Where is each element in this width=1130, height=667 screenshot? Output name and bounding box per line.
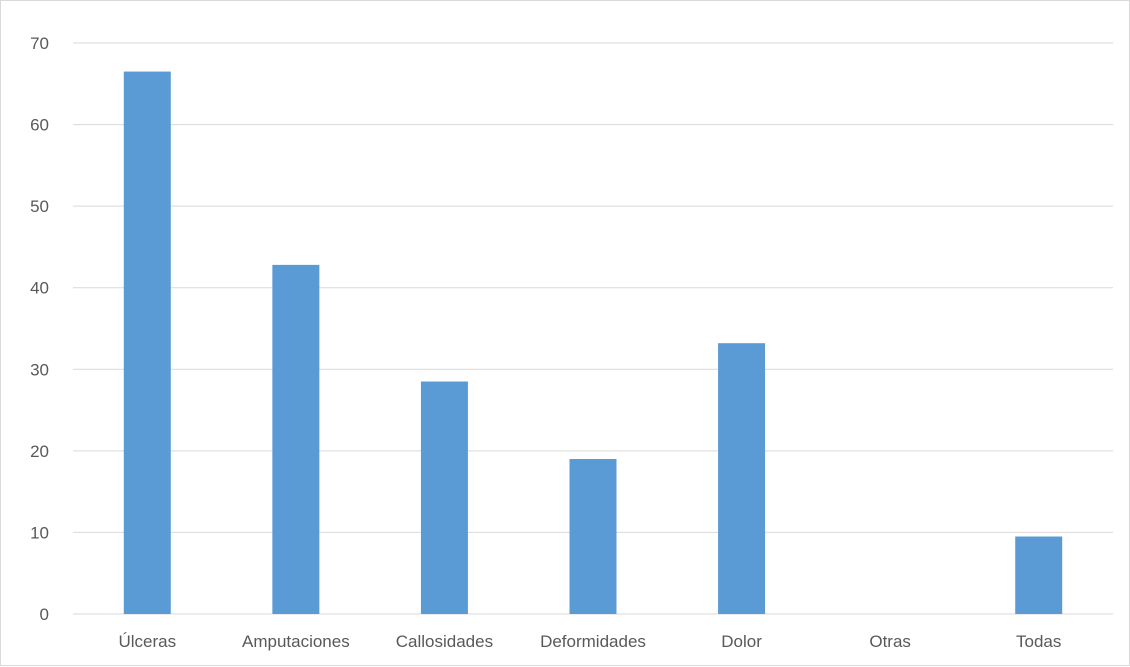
y-tick-label: 0 xyxy=(40,605,49,624)
x-tick-label: Deformidades xyxy=(540,632,646,651)
x-tick-label: Todas xyxy=(1016,632,1061,651)
bars xyxy=(123,71,1063,615)
y-tick-label: 60 xyxy=(30,116,49,135)
x-tick-label: Amputaciones xyxy=(242,632,350,651)
y-tick-label: 40 xyxy=(30,279,49,298)
x-tick-label: Otras xyxy=(869,632,911,651)
x-axis-tick-labels: Úlceras Amputaciones Callosidades Deformida… xyxy=(118,632,1061,651)
x-tick-label: Dolor xyxy=(721,632,762,651)
bar-3 xyxy=(569,459,617,614)
bar-4 xyxy=(718,343,766,614)
bar-1 xyxy=(272,264,320,614)
y-tick-label: 70 xyxy=(30,34,49,53)
bar-6 xyxy=(1015,536,1063,614)
y-axis-tick-labels: 0 10 20 30 40 50 60 70 xyxy=(30,34,49,624)
bar-0 xyxy=(123,71,171,615)
x-tick-label: Úlceras xyxy=(118,632,176,651)
x-tick-label: Callosidades xyxy=(396,632,493,651)
y-tick-label: 50 xyxy=(30,197,49,216)
y-tick-label: 30 xyxy=(30,360,49,379)
y-tick-label: 10 xyxy=(30,523,49,542)
grid-lines xyxy=(73,42,1113,615)
bar-2 xyxy=(420,381,468,614)
y-tick-label: 20 xyxy=(30,442,49,461)
